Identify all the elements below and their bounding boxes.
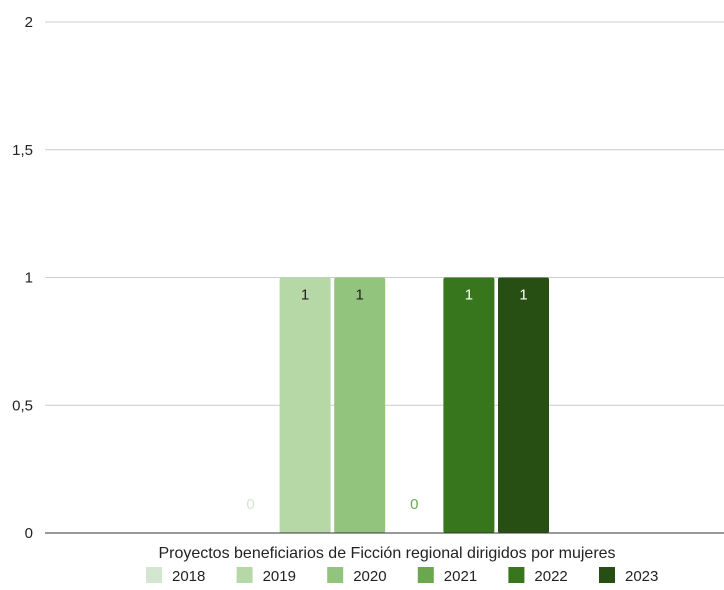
legend-item-2021: 2021 xyxy=(417,567,477,585)
legend-label: 2021 xyxy=(444,568,477,585)
legend-label: 2019 xyxy=(263,568,296,585)
data-labels: 0 1 1 0 1 1 xyxy=(246,287,527,514)
y-axis-tick-labels: 0 0,5 1 1,5 2 xyxy=(12,14,33,542)
legend-item-2018: 2018 xyxy=(146,567,205,585)
legend-swatch xyxy=(417,567,434,583)
y-tick-label: 2 xyxy=(25,14,33,31)
legend-swatch xyxy=(508,567,525,583)
data-label-2021: 0 xyxy=(410,496,418,513)
y-tick-label: 1,5 xyxy=(12,142,33,159)
legend-label: 2018 xyxy=(172,568,205,585)
legend-swatch xyxy=(327,567,344,583)
bar-series xyxy=(279,277,549,533)
data-label-2020: 1 xyxy=(356,287,364,304)
legend-item-2020: 2020 xyxy=(327,567,387,585)
legend: 2018 2019 2020 2021 2022 2023 xyxy=(146,567,658,585)
y-tick-label: 0,5 xyxy=(12,397,33,414)
bar-2020 xyxy=(334,277,386,533)
data-label-2023: 1 xyxy=(519,287,527,304)
legend-swatch xyxy=(146,567,162,583)
legend-label: 2022 xyxy=(534,568,567,585)
data-label-2022: 1 xyxy=(465,287,473,304)
y-tick-label: 1 xyxy=(25,270,33,287)
legend-label: 2020 xyxy=(353,568,386,585)
legend-item-2019: 2019 xyxy=(236,567,296,585)
y-tick-label: 0 xyxy=(25,525,33,542)
legend-item-2023: 2023 xyxy=(599,567,658,585)
legend-swatch xyxy=(599,567,615,583)
data-label-2019: 1 xyxy=(301,287,309,304)
bar-2023 xyxy=(498,277,549,533)
data-label-2018: 0 xyxy=(246,496,254,513)
x-axis-category-label: Proyectos beneficiarios de Ficción regio… xyxy=(158,545,615,562)
legend-label: 2023 xyxy=(625,568,658,585)
bar-2019 xyxy=(279,277,331,533)
legend-item-2022: 2022 xyxy=(508,567,568,585)
bar-2022 xyxy=(443,277,495,533)
legend-swatch xyxy=(236,567,253,583)
